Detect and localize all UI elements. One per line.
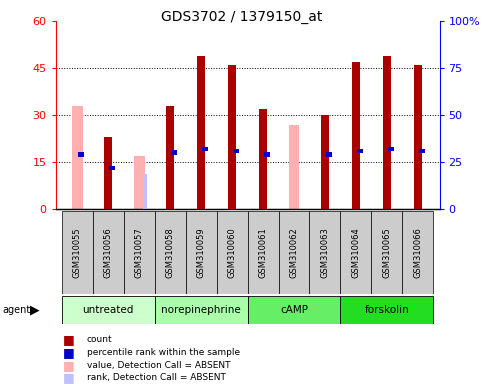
Text: GSM310060: GSM310060 [227,227,237,278]
Bar [419,149,425,153]
Bar [143,174,147,209]
FancyBboxPatch shape [216,211,248,294]
FancyBboxPatch shape [402,211,433,294]
Text: ▶: ▶ [30,304,40,316]
Bar [202,147,208,151]
Bar [171,151,177,155]
Text: forskolin: forskolin [365,305,409,315]
Bar [259,109,267,209]
Text: count: count [87,335,113,344]
Bar [109,166,115,170]
Bar [134,156,144,209]
Text: GSM310064: GSM310064 [352,227,360,278]
Bar [166,106,174,209]
Bar [352,62,360,209]
FancyBboxPatch shape [155,211,185,294]
Bar [356,149,363,153]
Text: percentile rank within the sample: percentile rank within the sample [87,348,240,357]
FancyBboxPatch shape [185,211,216,294]
Text: GSM310063: GSM310063 [320,227,329,278]
Text: GSM310062: GSM310062 [289,227,298,278]
FancyBboxPatch shape [62,211,93,294]
Text: GDS3702 / 1379150_at: GDS3702 / 1379150_at [161,10,322,23]
Bar [197,56,205,209]
FancyBboxPatch shape [155,296,248,324]
Bar [78,152,84,157]
Bar [104,137,112,209]
Text: ■: ■ [63,346,74,359]
Text: GSM310065: GSM310065 [383,227,391,278]
Text: GSM310057: GSM310057 [135,227,143,278]
Bar [72,106,83,209]
Text: cAMP: cAMP [280,305,308,315]
Text: GSM310066: GSM310066 [413,227,422,278]
Bar [288,124,299,209]
Text: GSM310058: GSM310058 [166,227,175,278]
Bar [326,152,332,157]
Bar [383,56,391,209]
Bar [228,65,236,209]
Text: ■: ■ [63,333,74,346]
FancyBboxPatch shape [310,211,341,294]
Text: GSM310059: GSM310059 [197,227,206,278]
Text: GSM310056: GSM310056 [104,227,113,278]
Text: rank, Detection Call = ABSENT: rank, Detection Call = ABSENT [87,373,226,382]
Text: ■: ■ [63,371,74,384]
FancyBboxPatch shape [124,211,155,294]
Text: untreated: untreated [83,305,134,315]
Bar [264,152,270,157]
FancyBboxPatch shape [93,211,124,294]
Text: value, Detection Call = ABSENT: value, Detection Call = ABSENT [87,361,230,370]
Bar [321,115,329,209]
FancyBboxPatch shape [371,211,402,294]
Bar [388,147,394,151]
Text: GSM310061: GSM310061 [258,227,268,278]
FancyBboxPatch shape [341,296,433,324]
Bar [233,149,239,153]
FancyBboxPatch shape [62,296,155,324]
Bar [414,65,422,209]
Text: ■: ■ [63,359,74,372]
Text: norepinephrine: norepinephrine [161,305,241,315]
FancyBboxPatch shape [341,211,371,294]
FancyBboxPatch shape [248,211,279,294]
Text: agent: agent [2,305,30,315]
FancyBboxPatch shape [279,211,310,294]
Text: GSM310055: GSM310055 [73,227,82,278]
FancyBboxPatch shape [248,296,341,324]
